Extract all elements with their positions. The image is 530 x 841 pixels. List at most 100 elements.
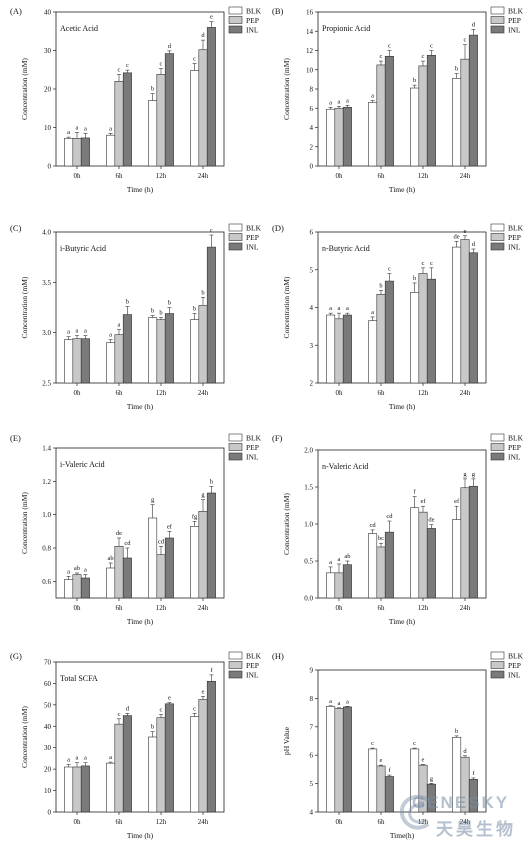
legend-swatch-blk <box>490 433 505 442</box>
significance-letter: ab <box>344 553 350 560</box>
bar-pep <box>418 65 428 167</box>
legend-label: PEP <box>246 16 259 25</box>
significance-letter: c <box>118 66 121 73</box>
plot-frame <box>317 669 487 813</box>
significance-letter: e <box>422 756 425 763</box>
bar-blk <box>410 292 420 384</box>
legend-label: PEP <box>246 661 259 670</box>
y-tick-label: 10 <box>44 787 52 795</box>
bar-blk <box>326 572 336 599</box>
bar-pep <box>460 58 470 167</box>
watermark-text-cn: 天昊生物 <box>436 820 516 840</box>
bar-inl <box>206 492 216 599</box>
significance-letter: b <box>413 275 416 282</box>
y-tick-label: 70 <box>44 659 52 667</box>
significance-letter: a <box>371 309 374 316</box>
chart-title: Acetic Acid <box>60 24 98 33</box>
bar-inl <box>206 27 216 167</box>
significance-letter: c <box>422 53 425 60</box>
y-tick-label: 0.6 <box>42 578 51 586</box>
significance-letter: a <box>346 97 349 104</box>
significance-letter: g <box>463 471 467 478</box>
y-tick-label: 1.4 <box>42 445 51 453</box>
x-tick-label: 0h <box>336 604 344 612</box>
bar-inl <box>206 246 216 384</box>
x-axis-label: Time (h) <box>389 617 416 626</box>
panel-label: (H) <box>272 651 284 661</box>
significance-letter: f <box>210 667 213 674</box>
significance-letter: de <box>428 517 434 524</box>
y-axis-label: Concentration (mM) <box>20 58 29 120</box>
bar-pep <box>72 338 82 384</box>
significance-letter: e <box>464 228 467 235</box>
significance-letter: e <box>168 695 171 702</box>
legend-swatch-inl <box>228 25 243 34</box>
significance-letter: ef <box>454 498 460 505</box>
legend-swatch-pep <box>490 233 505 241</box>
bar-blk <box>148 736 158 813</box>
significance-letter: a <box>76 125 79 132</box>
legend-swatch-inl <box>228 242 243 251</box>
significance-letter: d <box>472 241 476 248</box>
significance-letter: e <box>380 757 383 764</box>
bar-blk <box>410 87 420 167</box>
bar-inl <box>342 106 352 167</box>
legend-swatch-pep <box>490 443 505 451</box>
significance-letter: a <box>76 755 79 762</box>
bar-inl <box>164 703 174 813</box>
panel-label: (A) <box>10 6 22 16</box>
y-tick-label: 4 <box>310 809 314 817</box>
y-tick-label: 1.0 <box>304 521 313 529</box>
y-tick-label: 3.5 <box>42 279 51 287</box>
legend-swatch-blk <box>490 6 505 15</box>
y-tick-label: 2.5 <box>42 380 51 388</box>
bar-blk <box>64 766 74 813</box>
legend-label: INL <box>246 26 259 35</box>
y-tick-label: 0 <box>48 809 52 817</box>
legend-swatch-blk <box>228 651 243 660</box>
x-tick-label: 6h <box>116 389 124 397</box>
significance-letter: c <box>388 266 391 273</box>
x-tick-label: 24h <box>198 818 209 826</box>
y-tick-label: 30 <box>44 47 52 55</box>
significance-letter: a <box>338 98 341 105</box>
bar-blk <box>326 314 336 384</box>
y-tick-label: 2 <box>310 143 314 151</box>
significance-letter: c <box>118 711 121 718</box>
significance-letter: c <box>193 56 196 63</box>
y-tick-label: 5 <box>310 266 314 274</box>
significance-letter: b <box>151 86 154 93</box>
bar-blk <box>368 102 378 167</box>
significance-letter: a <box>84 328 87 335</box>
bar-pep <box>334 572 344 599</box>
significance-letter: e <box>210 14 213 21</box>
bar-pep <box>156 554 166 599</box>
watermark-text: GENESKY <box>412 793 510 812</box>
significance-letter: cd <box>370 522 377 529</box>
significance-letter: c <box>371 740 374 747</box>
legend-label: PEP <box>246 233 259 242</box>
significance-letter: a <box>67 568 70 575</box>
y-tick-label: 0.8 <box>42 545 51 553</box>
y-tick-label: 60 <box>44 680 52 688</box>
legend-label: INL <box>508 453 521 462</box>
y-axis-label: Concentration (mM) <box>282 276 291 338</box>
significance-letter: a <box>338 556 341 563</box>
bar-blk <box>106 134 116 167</box>
legend-swatch-inl <box>490 670 505 679</box>
significance-letter: a <box>67 329 70 336</box>
bar-blk <box>106 342 116 384</box>
legend-label: BLK <box>508 224 524 233</box>
legend-label: BLK <box>246 652 262 661</box>
significance-letter: ab <box>108 555 114 562</box>
bar-inl <box>426 528 436 599</box>
bar-blk <box>452 78 462 167</box>
y-tick-label: 2 <box>310 380 314 388</box>
bar-inl <box>384 776 394 813</box>
x-tick-label: 12h <box>418 172 429 180</box>
bar-blk <box>368 533 378 599</box>
panel-label: (G) <box>10 651 22 661</box>
bar-pep <box>114 334 124 384</box>
y-axis-label: Concentration (mM) <box>20 706 29 768</box>
bar-pep <box>334 708 344 813</box>
